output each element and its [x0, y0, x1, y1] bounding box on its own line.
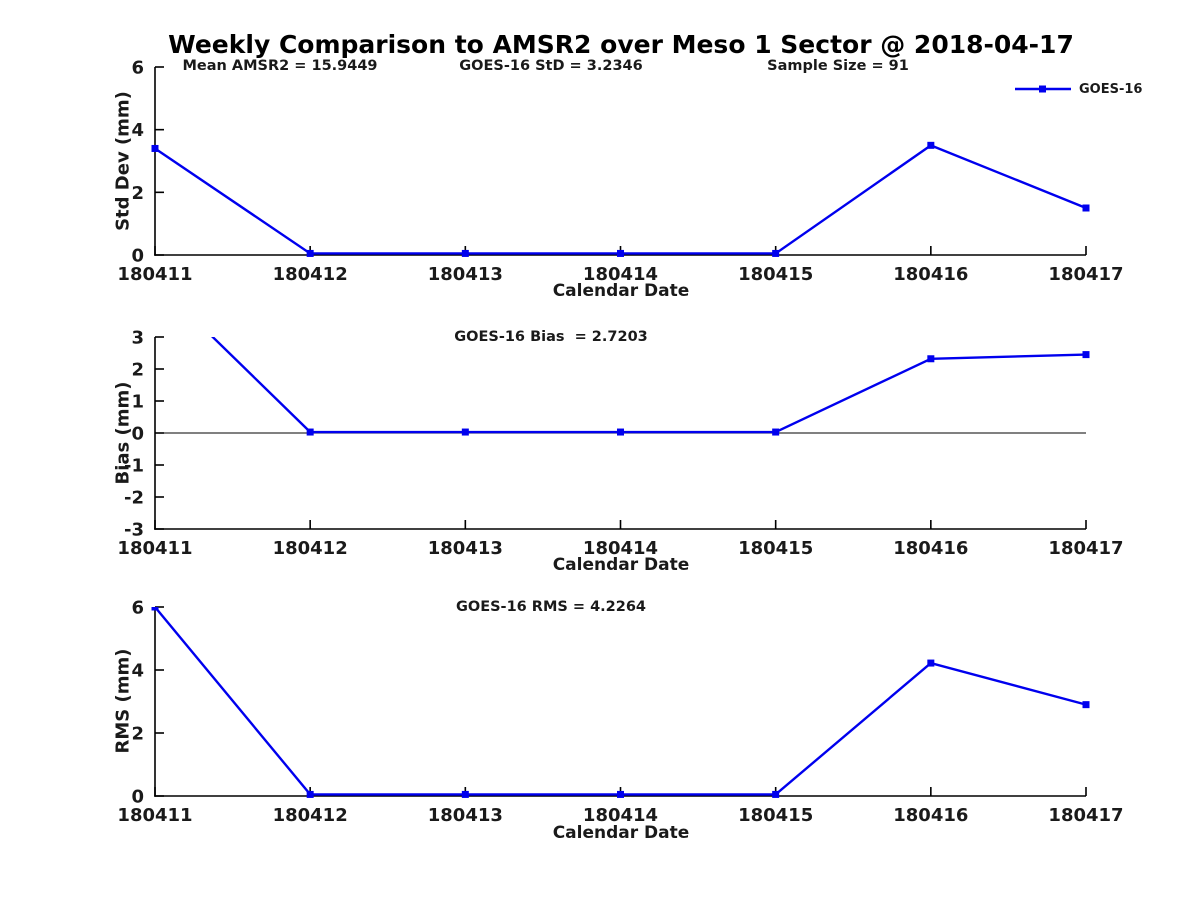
- x-tick-label: 180413: [428, 805, 503, 826]
- x-tick-label: 180417: [1048, 538, 1123, 559]
- data-marker: [617, 790, 624, 798]
- x-tick-label: 180416: [893, 805, 968, 826]
- xlabel-calendar-date-2: Calendar Date: [552, 555, 690, 575]
- y-tick-label: 0: [131, 424, 144, 445]
- data-marker: [927, 659, 935, 667]
- x-tick-label: 180416: [893, 538, 968, 559]
- ylabel-bias: Bias (mm): [112, 381, 134, 485]
- y-tick-label: 4: [131, 120, 144, 141]
- xlabel-calendar-date-3: Calendar Date: [552, 823, 690, 843]
- x-tick-label: 180414: [583, 805, 658, 826]
- legend-label: GOES-16: [1079, 81, 1143, 97]
- data-marker: [461, 790, 469, 798]
- x-tick-label: 180413: [428, 538, 503, 559]
- annotation-goes16-rms: GOES-16 RMS = 4.2264: [455, 599, 647, 615]
- y-tick-label: 2: [131, 183, 144, 204]
- data-marker: [151, 144, 159, 152]
- x-tick-label: 180412: [273, 538, 348, 559]
- data-marker: [461, 249, 469, 257]
- x-tick-label: 180411: [117, 264, 192, 285]
- legend: GOES-16: [1014, 80, 1142, 98]
- data-marker: [306, 428, 314, 436]
- ylabel-rms: RMS (mm): [112, 648, 134, 754]
- y-tick-label: -3: [124, 520, 144, 541]
- x-tick-label: 180411: [117, 805, 192, 826]
- data-marker: [927, 355, 935, 363]
- legend-line-marker-icon: [1015, 85, 1071, 93]
- y-tick-label: -2: [124, 488, 144, 509]
- x-tick-label: 180411: [117, 538, 192, 559]
- annotation-mean-amsr2: Mean AMSR2 = 15.9449: [182, 58, 378, 74]
- xlabel-calendar-date-1: Calendar Date: [552, 281, 690, 301]
- x-tick-label: 180417: [1048, 805, 1123, 826]
- x-tick-label: 180415: [738, 538, 813, 559]
- figure-title: Weekly Comparison to AMSR2 over Meso 1 S…: [168, 30, 1074, 59]
- data-marker: [617, 428, 624, 436]
- x-tick-label: 180412: [273, 805, 348, 826]
- y-tick-label: 2: [131, 360, 144, 381]
- data-marker: [772, 428, 780, 436]
- y-tick-label: 3: [131, 328, 144, 349]
- annotation-goes16-bias: GOES-16 Bias = 2.7203: [454, 329, 648, 345]
- y-tick-label: 6: [131, 58, 144, 79]
- x-tick-label: 180415: [738, 805, 813, 826]
- x-tick-label: 180414: [583, 264, 658, 285]
- y-tick-label: 4: [131, 661, 144, 682]
- data-line: [211, 337, 1087, 434]
- data-line: [154, 607, 1087, 796]
- x-tick-label: 180413: [428, 264, 503, 285]
- data-marker: [617, 249, 624, 257]
- annotation-sample-size: Sample Size = 91: [767, 58, 909, 74]
- data-marker: [461, 428, 469, 436]
- data-marker: [151, 607, 159, 611]
- ylabel-std-dev: Std Dev (mm): [112, 91, 134, 231]
- data-marker: [306, 249, 314, 257]
- annotation-goes16-std: GOES-16 StD = 3.2346: [459, 58, 643, 74]
- data-marker: [772, 790, 780, 798]
- y-tick-label: -1: [124, 456, 144, 477]
- y-tick-label: 2: [131, 724, 144, 745]
- y-tick-label: 0: [131, 246, 144, 267]
- y-tick-label: 6: [131, 598, 144, 619]
- x-tick-label: 180416: [893, 264, 968, 285]
- x-tick-label: 180417: [1048, 264, 1123, 285]
- data-line: [154, 143, 1087, 255]
- data-marker: [1082, 204, 1090, 212]
- data-marker: [927, 141, 935, 149]
- x-tick-label: 180414: [583, 538, 658, 559]
- data-marker: [772, 249, 780, 257]
- y-tick-label: 0: [131, 787, 144, 808]
- data-marker: [306, 790, 314, 798]
- data-marker: [1082, 701, 1090, 709]
- x-tick-label: 180412: [273, 264, 348, 285]
- y-tick-label: 1: [131, 392, 144, 413]
- data-marker: [1082, 351, 1090, 359]
- x-tick-label: 180415: [738, 264, 813, 285]
